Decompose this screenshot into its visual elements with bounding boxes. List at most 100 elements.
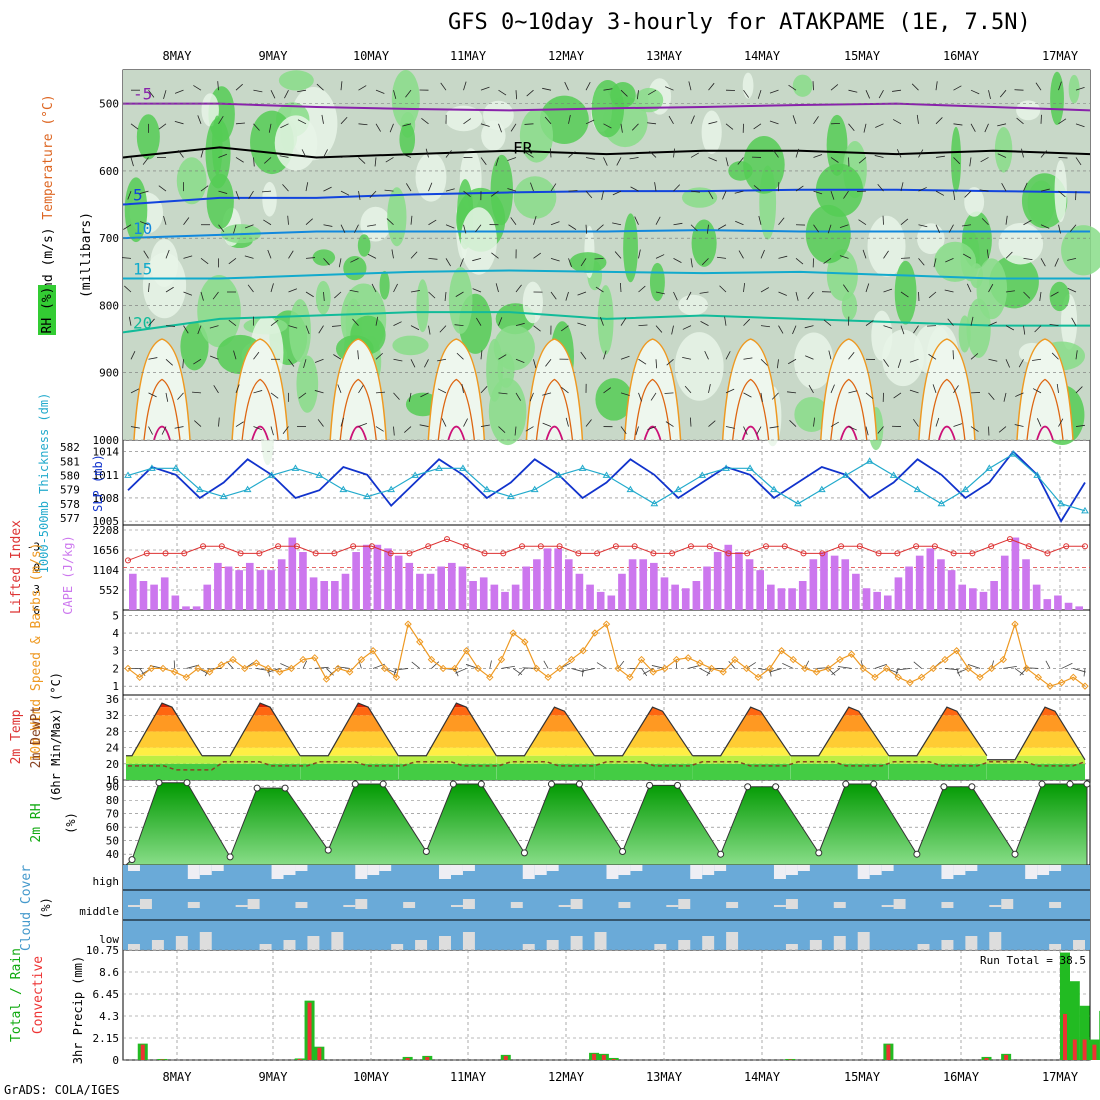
rh-contour-patch — [289, 299, 311, 362]
cape-bar — [182, 606, 190, 610]
wind-barb — [620, 392, 630, 396]
wind-speed-point — [976, 673, 984, 681]
wind-barb — [437, 358, 447, 362]
wind-barb-10m — [804, 660, 810, 669]
wind-barb — [288, 359, 295, 367]
wind-barb — [984, 123, 989, 133]
cape-bar — [1032, 584, 1041, 610]
wind-barb — [647, 426, 657, 430]
warm-isotherm — [830, 378, 868, 441]
cloud-low-bar — [522, 944, 535, 950]
axis-label-millibars: (millibars) — [79, 212, 94, 298]
wind-barb — [375, 391, 386, 394]
wind-barb — [1075, 386, 1083, 394]
precip-total-bar — [1079, 1005, 1090, 1060]
wind-barb — [778, 325, 784, 334]
wind-barb — [900, 325, 905, 335]
precip-conv-bar — [425, 1056, 430, 1060]
axis-label-cape: CAPE (J/kg) — [61, 535, 75, 614]
rh-contour-patch — [964, 187, 985, 217]
wind-barb — [248, 190, 254, 199]
rh2m-tick: 40 — [106, 848, 119, 861]
wind-barb — [440, 82, 447, 91]
wind-barb — [282, 184, 289, 192]
thickness-tick: 579 — [60, 484, 80, 497]
wind-barb — [560, 325, 569, 332]
rh-contour-patch — [415, 152, 447, 202]
wind-barb — [916, 114, 919, 124]
wind-barb — [148, 318, 155, 326]
li-point — [650, 550, 657, 557]
wind-barb — [673, 258, 682, 263]
li-point — [1025, 543, 1032, 550]
wind-barb — [561, 387, 569, 394]
axis-label-rh: RH (%) — [40, 287, 55, 334]
cape-bar — [437, 566, 445, 610]
warm-isotherm — [339, 378, 377, 441]
wind-barb-10m — [816, 667, 831, 669]
cape-bar — [564, 559, 573, 610]
wind-barb — [708, 420, 716, 427]
wind-barb — [321, 114, 324, 124]
wind-barb — [331, 325, 342, 327]
wind-barb — [264, 157, 272, 164]
wind-barb — [270, 319, 279, 326]
wind-barb — [498, 123, 502, 133]
rh-contour-patch — [490, 154, 514, 226]
thickness-point — [817, 485, 826, 493]
axis-label-rh2m-unit: (%) — [64, 812, 78, 834]
wind-barb — [340, 224, 346, 233]
wind-barb — [813, 417, 815, 427]
li-point — [744, 550, 751, 557]
wind-barb — [375, 123, 381, 132]
wind-barb — [753, 123, 762, 130]
wind-barb — [463, 190, 471, 197]
wind-barb — [165, 358, 173, 366]
rh2m-tick: 50 — [106, 835, 119, 848]
wind-speed-point — [1022, 664, 1031, 673]
axis-label-dewpt: 2m DewPt — [29, 706, 44, 769]
temp-tick: 36 — [106, 693, 119, 706]
rh2m-point — [772, 783, 780, 791]
panel-frame-3 — [122, 609, 1091, 696]
cloud-high-bar — [941, 865, 954, 879]
wind-barb — [1069, 224, 1077, 232]
wind-barb — [165, 286, 174, 293]
temp-band — [496, 707, 595, 716]
wind-barb — [524, 123, 534, 125]
wind-speed-point — [871, 673, 879, 681]
precip-total-bar — [1060, 952, 1070, 1060]
wind-barb — [217, 81, 219, 91]
wind-barb — [525, 426, 534, 432]
wind-barb — [892, 119, 902, 125]
rh2m-point — [575, 780, 583, 788]
wind-barb — [684, 385, 692, 394]
cloud-mid-bar — [558, 905, 571, 907]
wind-barb — [142, 157, 149, 165]
li-point — [781, 543, 788, 550]
wind-barb — [218, 115, 224, 125]
cloud-mid-bar — [450, 905, 463, 907]
rh-contour-patch — [634, 87, 664, 113]
rh2m-tick: 70 — [106, 808, 119, 821]
wind-barb — [340, 116, 348, 125]
wind-barb — [297, 119, 307, 125]
cloud-high-bar — [785, 865, 798, 875]
wind-barb — [515, 284, 522, 293]
wind-barb — [648, 89, 657, 96]
wind-speed-point — [124, 664, 132, 673]
wind-speed-point — [252, 659, 261, 667]
cloud-high-bar — [857, 865, 870, 879]
wind-barb — [270, 283, 274, 293]
temp-line — [888, 706, 988, 757]
wind-barb — [333, 354, 342, 360]
cloud-high-bar — [546, 865, 559, 871]
wind-barb — [182, 359, 184, 369]
wind-barb-10m — [1073, 668, 1086, 673]
wind-barb-10m — [769, 668, 772, 677]
thickness-point — [506, 492, 515, 500]
wind-barb — [878, 89, 884, 99]
li-point — [462, 543, 469, 550]
wind-barb — [883, 250, 889, 259]
rh-contour-patch — [197, 275, 241, 348]
